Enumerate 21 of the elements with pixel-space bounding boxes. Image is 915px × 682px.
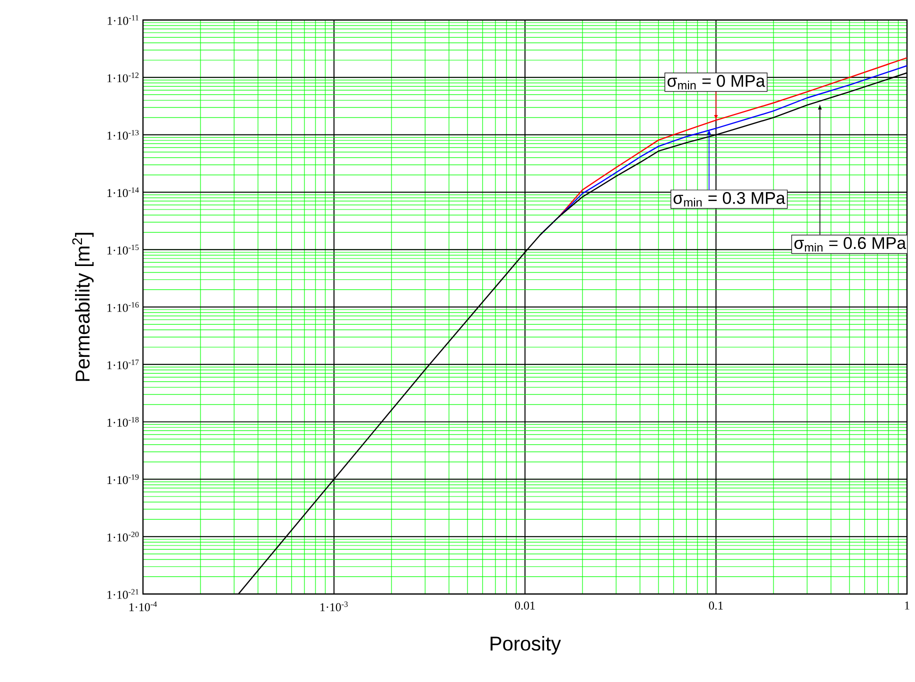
x-tick-label: 1·10$^{-3}$ [320,602,348,612]
y-tick-label: 1·10$^{-21}$ [107,589,138,599]
annotation: σ$_{min}$ = 0.6 MPa [794,237,906,252]
annotation: σ$_{min}$ = 0 MPa [668,74,766,90]
y-tick-label: 1·10$^{-15}$ [107,244,139,254]
x-tick-label: 1 [905,602,910,610]
x-tick-label: 0.01 [514,602,535,610]
y-tick-label: 1·10$^{-20}$ [107,532,139,542]
y-tick-label: 1·10$^{-12}$ [107,72,139,82]
x-tick-label: 0.1 [708,602,723,610]
y-tick-label: 1·10$^{-18}$ [107,416,139,427]
annotation: σ$_{min}$ = 0.3 MPa [674,192,786,206]
y-axis-title: Permeability [m$^{2}$] [72,232,94,381]
y-tick-label: 1·10$^{-17}$ [107,360,139,370]
y-tick-label: 1·10$^{-13}$ [107,130,139,140]
x-tick-label: 1·10$^{-4}$ [130,602,157,612]
y-tick-label: 1·10$^{-11}$ [108,15,138,25]
y-tick-label: 1·10$^{-14}$ [107,187,139,198]
x-axis-title: Porosity [490,636,561,655]
y-tick-label: 1·10$^{-16}$ [107,302,139,312]
y-tick-label: 1·10$^{-19}$ [107,474,139,484]
